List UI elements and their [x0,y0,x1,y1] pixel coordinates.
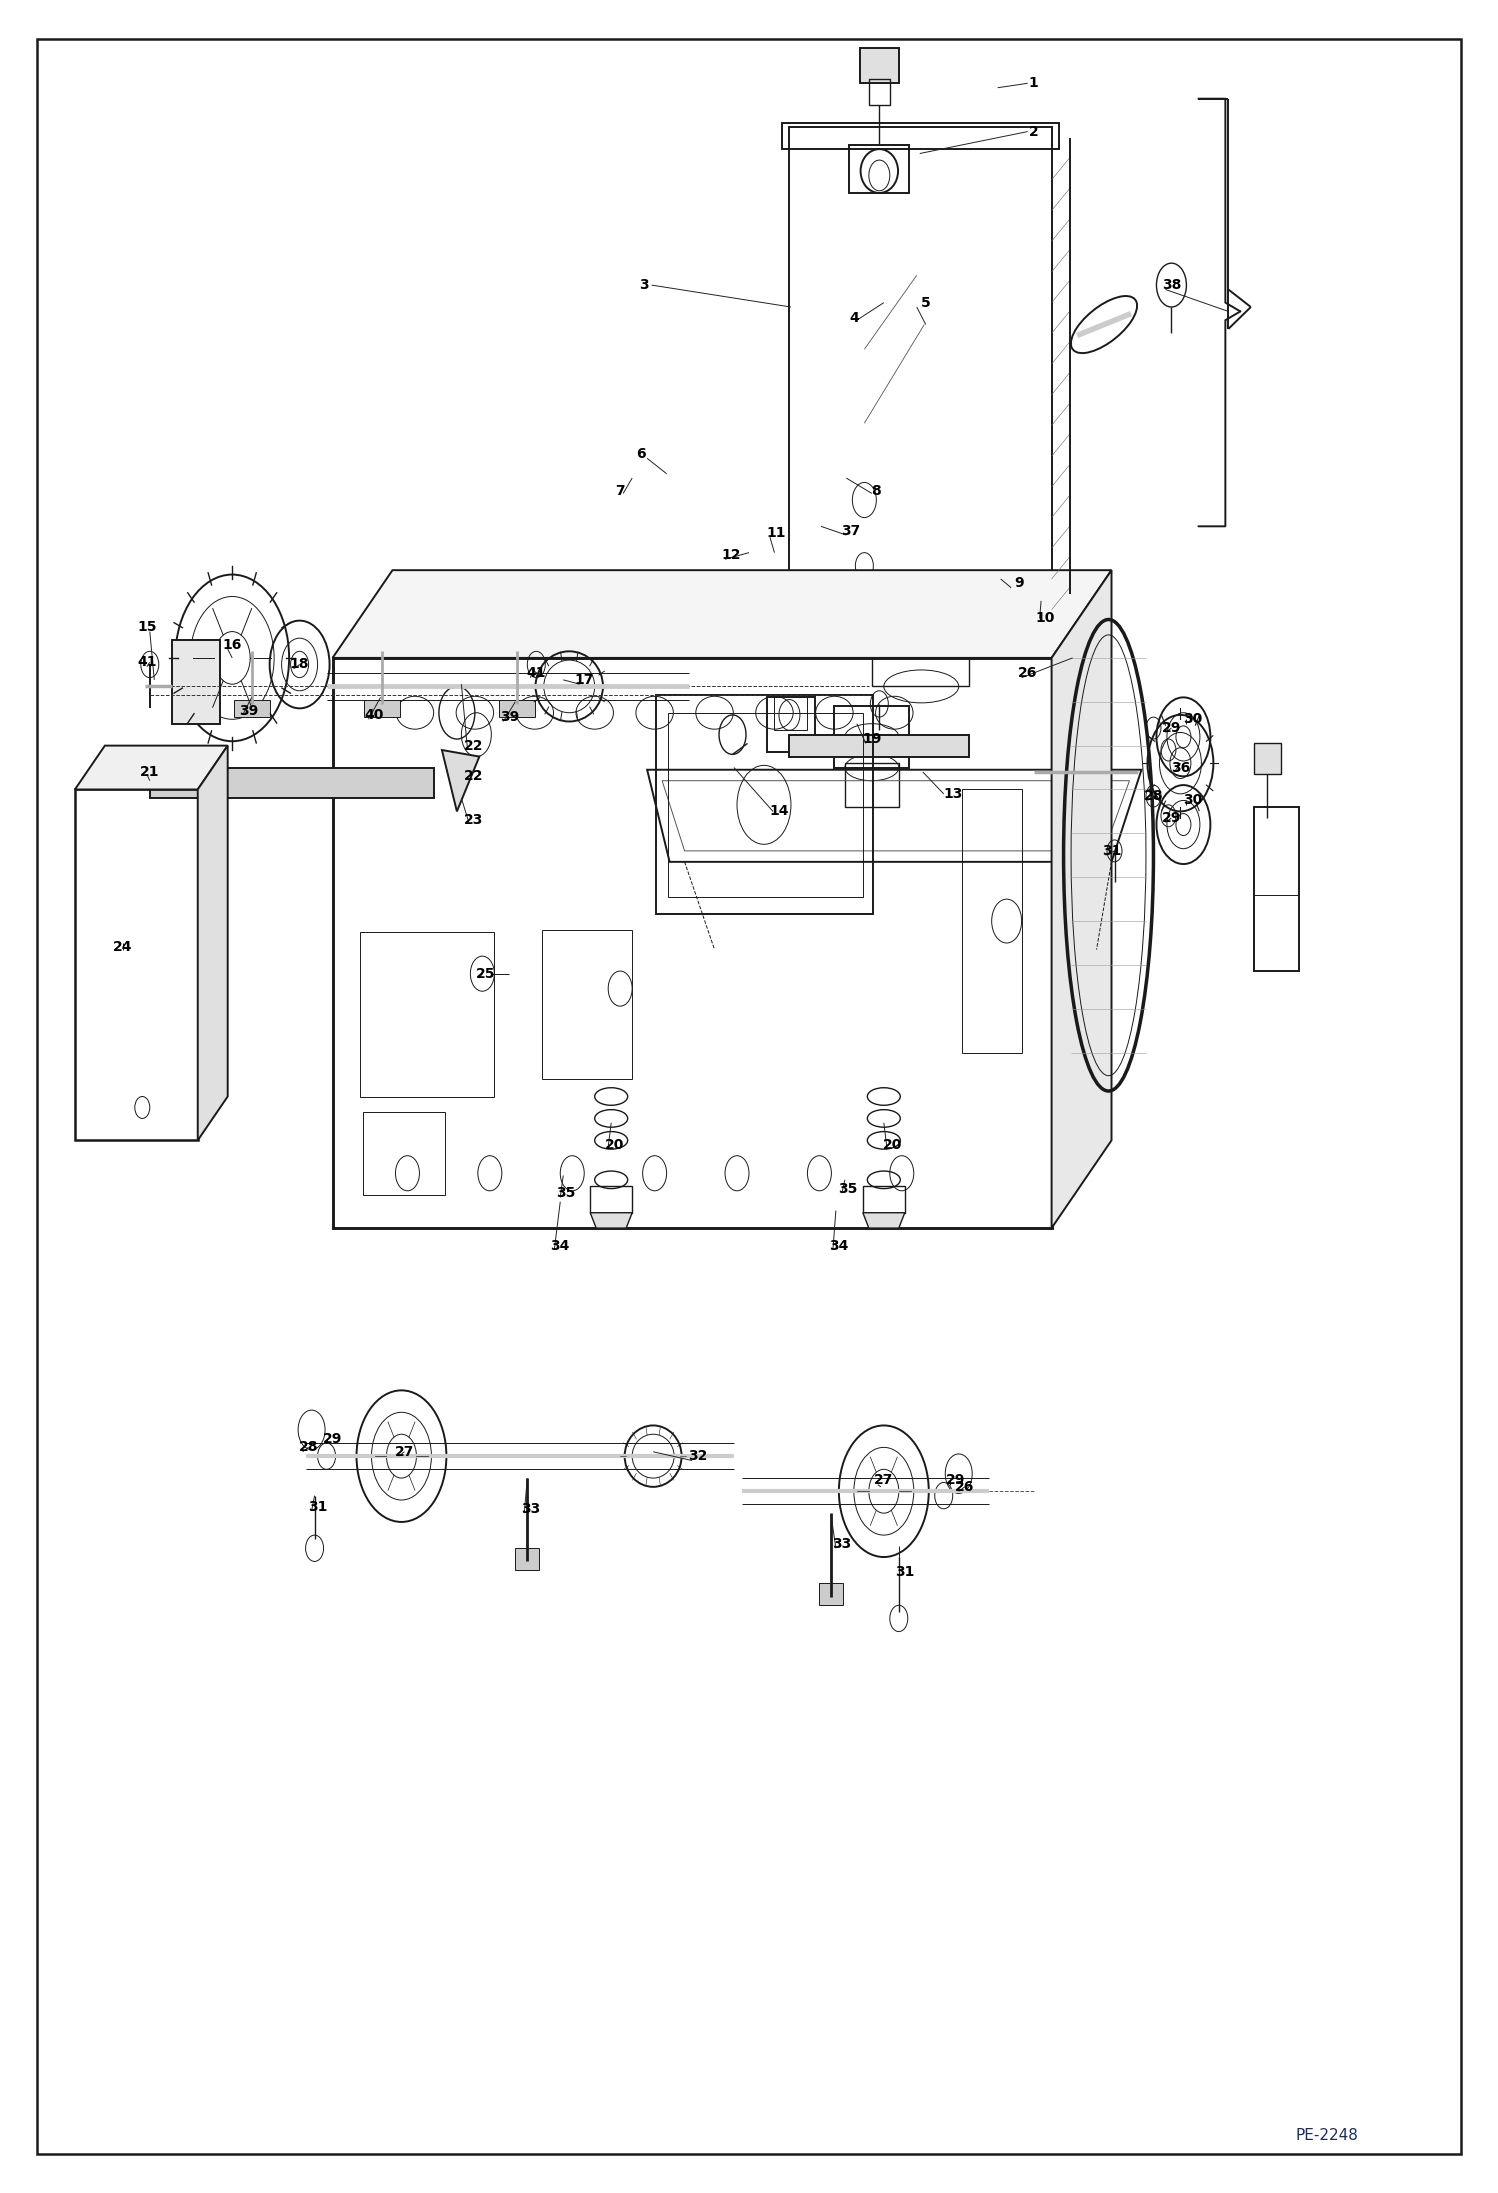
Bar [150,768,434,798]
Polygon shape [590,1213,632,1228]
Bar [834,706,909,768]
Text: 16: 16 [223,638,241,651]
Text: 41: 41 [136,656,157,669]
Polygon shape [863,1213,905,1228]
Bar [360,932,494,1096]
Text: 35: 35 [557,1186,575,1200]
Polygon shape [75,746,228,789]
Bar [590,1186,632,1213]
Text: 34: 34 [830,1239,848,1252]
Bar [75,789,198,1140]
Text: 32: 32 [689,1450,707,1463]
Text: 33: 33 [521,1502,539,1515]
Bar [1254,807,1299,971]
Bar [515,1548,539,1570]
Bar [364,700,400,717]
Text: 31: 31 [1103,844,1121,857]
Text: 1: 1 [1029,77,1038,90]
Text: 22: 22 [463,770,484,783]
Text: 20: 20 [605,1138,623,1151]
Text: 29: 29 [324,1432,342,1445]
Text: 30: 30 [1183,713,1201,726]
Text: 7: 7 [616,485,625,498]
Bar [819,1583,843,1605]
Text: 40: 40 [366,708,383,721]
Bar [789,735,969,757]
Text: 3: 3 [640,279,649,292]
Bar [668,713,863,897]
Text: 29: 29 [1162,721,1180,735]
Bar [172,640,220,724]
Text: 31: 31 [896,1566,914,1579]
Bar [872,616,969,686]
Text: 34: 34 [551,1239,569,1252]
Text: 18: 18 [289,658,310,671]
Bar [499,700,535,717]
Text: 26: 26 [1019,667,1037,680]
Text: 10: 10 [1037,612,1055,625]
Text: 28: 28 [1143,789,1164,803]
Text: 38: 38 [1162,279,1180,292]
Text: 5: 5 [921,296,930,309]
Bar [767,697,815,752]
Text: 13: 13 [944,787,962,800]
Text: 15: 15 [136,621,157,634]
Text: 21: 21 [139,765,160,779]
Text: 35: 35 [839,1182,857,1195]
Text: 14: 14 [768,805,789,818]
Polygon shape [442,750,479,811]
Text: 39: 39 [240,704,258,717]
Text: 19: 19 [863,732,881,746]
Polygon shape [333,570,1112,658]
Text: 24: 24 [112,941,133,954]
Text: 11: 11 [765,526,786,539]
Bar [869,79,890,105]
Polygon shape [198,746,228,1140]
Text: 23: 23 [464,814,482,827]
Text: 27: 27 [875,1474,893,1487]
Text: 27: 27 [395,1445,413,1458]
Text: 4: 4 [849,311,858,325]
Text: 12: 12 [721,548,742,561]
Text: 30: 30 [1183,794,1201,807]
Bar [234,700,270,717]
Text: 25: 25 [475,967,496,980]
Bar [363,1112,445,1195]
Bar [849,145,909,193]
Text: 20: 20 [884,1138,902,1151]
Text: 26: 26 [956,1480,974,1493]
Bar [1254,743,1281,774]
Bar [774,697,807,730]
Text: 28: 28 [298,1441,319,1454]
Text: 31: 31 [309,1500,327,1513]
Text: PE-2248: PE-2248 [1296,2129,1359,2143]
Text: 36: 36 [1171,761,1189,774]
Text: 33: 33 [833,1537,851,1550]
Bar [789,127,1052,621]
Text: 41: 41 [526,667,547,680]
Bar [542,930,632,1079]
Bar [333,658,1052,1228]
Bar [845,763,899,807]
Bar [656,695,873,914]
Text: 2: 2 [1029,125,1038,138]
Text: 22: 22 [463,739,484,752]
Text: 37: 37 [842,524,860,537]
Text: 29: 29 [947,1474,965,1487]
Text: 17: 17 [575,673,593,686]
Polygon shape [1052,570,1112,1228]
Text: 9: 9 [1014,577,1023,590]
Text: 8: 8 [872,485,881,498]
Text: 6: 6 [637,447,646,461]
Text: 39: 39 [500,711,518,724]
Bar [962,789,1022,1053]
Bar [860,48,899,83]
Text: 29: 29 [1162,811,1180,825]
Bar [863,1186,905,1213]
Bar [782,123,1059,149]
